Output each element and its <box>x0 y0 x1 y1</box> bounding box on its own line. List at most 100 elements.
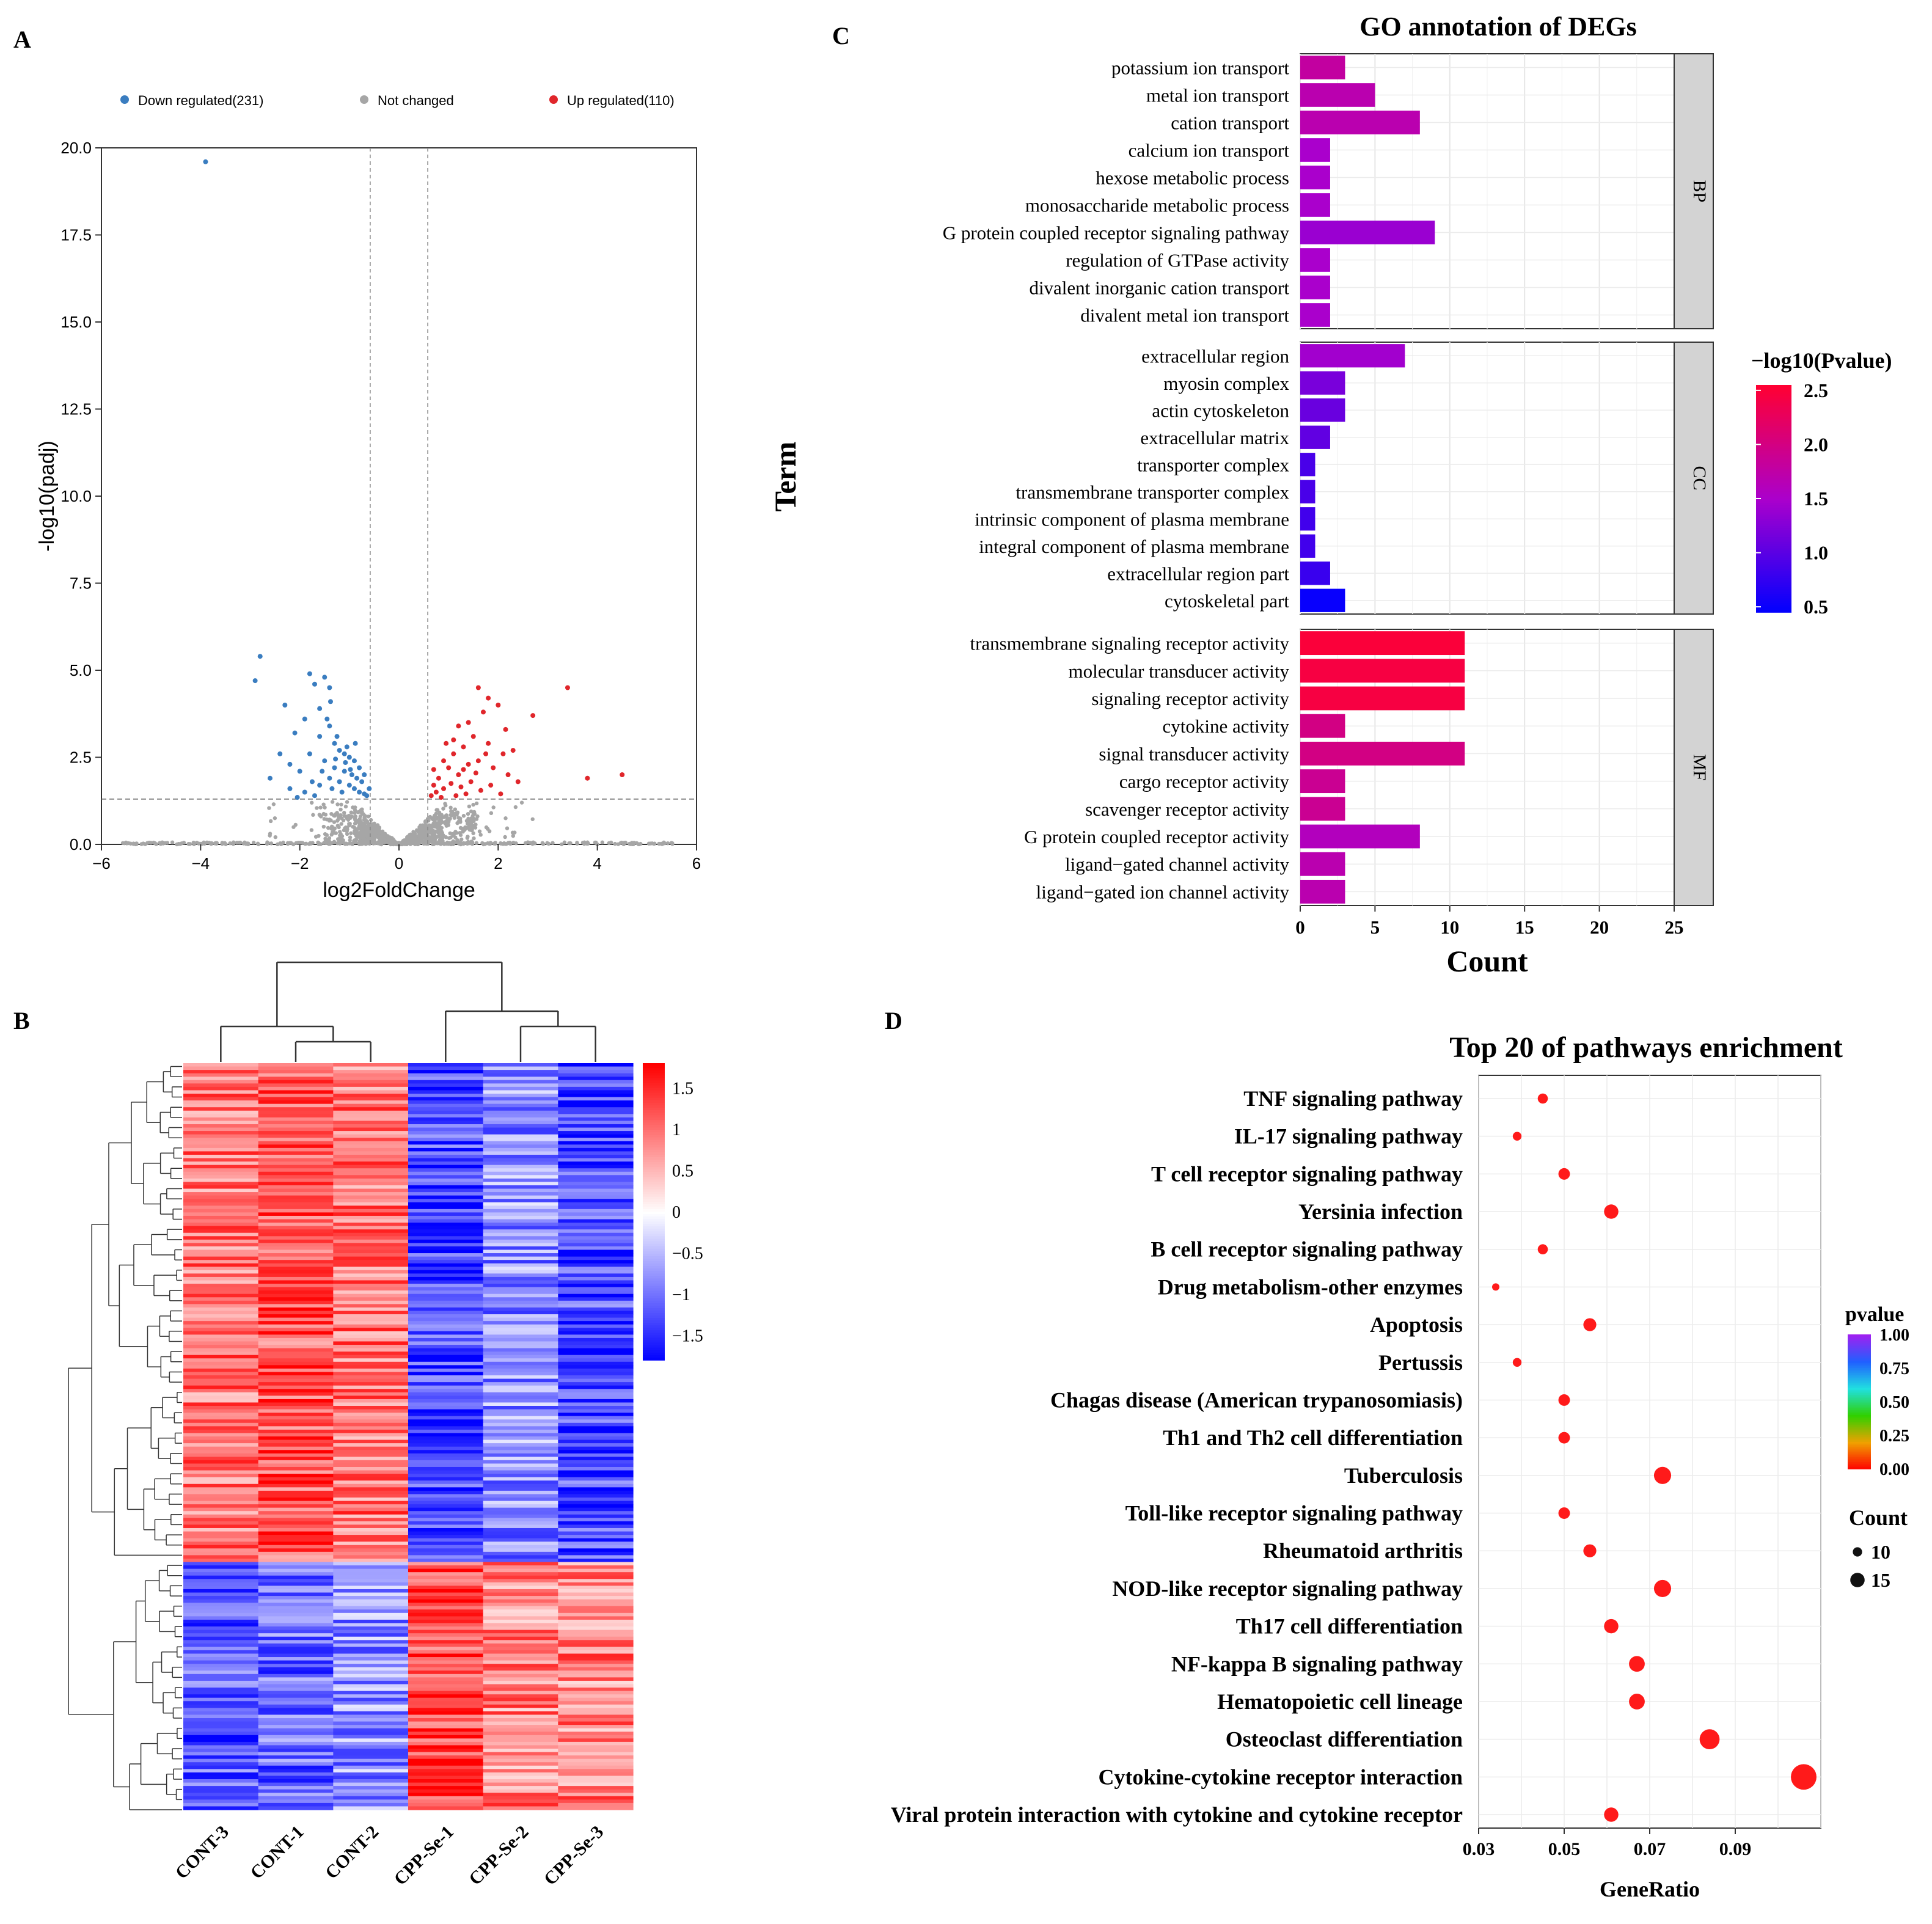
color-scale-segment <box>643 1236 665 1240</box>
heatmap-cell <box>408 1755 484 1760</box>
not-changed-point <box>186 841 191 846</box>
data-point <box>324 716 330 722</box>
color-legend-segment <box>1848 1449 1871 1451</box>
heatmap-cell <box>333 1141 409 1145</box>
heatmap-cell <box>483 1185 558 1190</box>
heatmap-cell <box>558 1304 634 1308</box>
heatmap-cell <box>258 1490 334 1495</box>
heatmap-cell <box>333 1341 409 1345</box>
heatmap-cell <box>333 1100 409 1105</box>
not-changed-point <box>269 841 274 846</box>
heatmap-cell <box>558 1691 634 1695</box>
heatmap-cell <box>483 1599 558 1603</box>
heatmap-cell <box>483 1436 558 1441</box>
not-changed-point <box>321 802 326 807</box>
legend-color-segment <box>1756 530 1791 533</box>
heatmap-cell <box>483 1080 558 1084</box>
heatmap-cell <box>333 1501 409 1505</box>
legend-color-segment <box>1756 482 1791 486</box>
data-point <box>428 793 434 799</box>
heatmap-cell <box>258 1752 334 1756</box>
heatmap-cell <box>558 1521 634 1526</box>
heatmap-cell <box>483 1168 558 1172</box>
heatmap-cell <box>333 1328 409 1332</box>
heatmap-cell <box>558 1147 634 1152</box>
heatmap-cell <box>183 1480 259 1485</box>
heatmap-cell <box>408 1518 484 1522</box>
data-point <box>332 765 337 770</box>
color-scale-segment <box>643 1308 665 1311</box>
not-changed-point <box>431 842 436 847</box>
not-changed-point <box>220 841 224 845</box>
heatmap-cell <box>183 1603 259 1607</box>
data-point <box>257 654 263 659</box>
pathway-point <box>1537 1244 1548 1255</box>
heatmap-cell <box>558 1789 634 1793</box>
heatmap-cell <box>558 1531 634 1535</box>
heatmap-cell <box>183 1165 259 1169</box>
heatmap-cell <box>183 1802 259 1807</box>
heatmap-cell <box>483 1501 558 1505</box>
heatmap-cell <box>558 1650 634 1655</box>
pathway-point <box>1604 1807 1619 1822</box>
heatmap-cell <box>333 1086 409 1091</box>
legend-color-segment <box>1756 387 1791 390</box>
bar <box>1300 193 1330 217</box>
color-legend-segment <box>1848 1364 1871 1367</box>
not-changed-point <box>374 825 378 829</box>
color-scale-segment <box>643 1073 665 1077</box>
size-legend-label: 10 <box>1871 1541 1890 1563</box>
heatmap-cell <box>333 1413 409 1417</box>
heatmap-cell <box>258 1793 334 1797</box>
legend-color-segment <box>1756 546 1791 549</box>
heatmap-cell <box>258 1507 334 1512</box>
heatmap-cell <box>558 1616 634 1620</box>
heatmap-cell <box>183 1066 259 1070</box>
heatmap-cell <box>408 1483 484 1488</box>
heatmap-cell <box>483 1670 558 1675</box>
heatmap-cell <box>408 1182 484 1186</box>
heatmap-cell <box>183 1738 259 1743</box>
pathway-point <box>1558 1168 1570 1180</box>
color-legend-segment <box>1848 1349 1871 1352</box>
heatmap-cell <box>258 1103 334 1108</box>
heatmap-cell <box>483 1572 558 1576</box>
legend-color-segment <box>1756 485 1791 488</box>
color-scale-segment <box>643 1261 665 1264</box>
heatmap-cell <box>183 1426 259 1430</box>
heatmap-cell <box>258 1416 334 1420</box>
heatmap-cell <box>408 1103 484 1108</box>
color-legend-segment <box>1848 1413 1871 1416</box>
heatmap-cell <box>183 1256 259 1260</box>
color-legend-title: pvalue <box>1845 1303 1904 1326</box>
heatmap-cell <box>333 1619 409 1624</box>
heatmap-cell <box>408 1293 484 1298</box>
heatmap-cell <box>408 1178 484 1183</box>
heatmap-cell <box>408 1545 484 1549</box>
color-scale-label: 1 <box>672 1121 681 1139</box>
color-legend-label: 0.50 <box>1879 1393 1909 1412</box>
heatmap-cell <box>408 1603 484 1607</box>
data-point <box>451 737 456 742</box>
heatmap-cell <box>333 1457 409 1461</box>
heatmap-cell <box>483 1280 558 1284</box>
color-scale-segment <box>643 1184 665 1188</box>
bar <box>1300 852 1345 876</box>
heatmap-cell <box>183 1151 259 1155</box>
heatmap-cell <box>558 1514 634 1518</box>
color-scale-segment <box>643 1350 665 1353</box>
heatmap-cell <box>483 1070 558 1074</box>
color-legend-segment <box>1848 1435 1871 1438</box>
not-changed-point <box>235 841 239 845</box>
heatmap-cell <box>333 1721 409 1725</box>
heatmap-cell <box>483 1103 558 1108</box>
heatmap-cell <box>558 1236 634 1240</box>
data-point <box>496 703 501 708</box>
not-changed-point <box>408 840 412 844</box>
heatmap-cell <box>408 1239 484 1243</box>
heatmap-cell <box>183 1453 259 1457</box>
heatmap-cell <box>333 1684 409 1688</box>
heatmap-cell <box>258 1443 334 1447</box>
heatmap-cell <box>408 1477 484 1481</box>
